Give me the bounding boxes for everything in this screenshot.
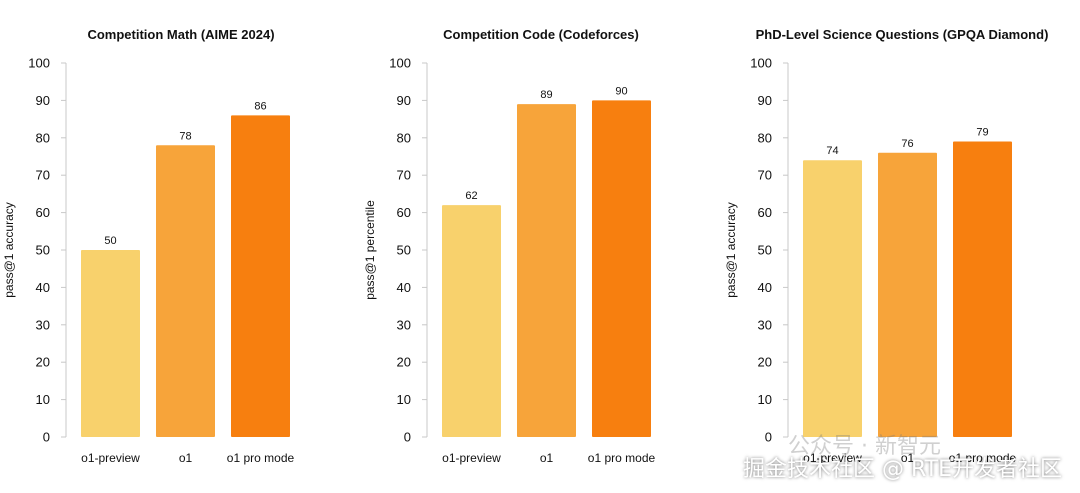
y-tick-label: 30 [36, 317, 50, 332]
y-tick-label: 80 [758, 130, 772, 145]
bar-value-label: 90 [615, 85, 627, 97]
bar-value-label: 76 [901, 138, 913, 150]
x-tick-label: o1-preview [803, 451, 862, 465]
y-tick-label: 30 [397, 317, 411, 332]
y-tick-label: 80 [36, 130, 50, 145]
bar-o1-preview [442, 205, 501, 437]
y-tick-label: 30 [758, 317, 772, 332]
bar-value-label: 86 [254, 100, 266, 112]
y-tick-label: 70 [397, 168, 411, 183]
y-tick-label: 100 [28, 56, 50, 71]
bar-value-label: 89 [540, 89, 552, 101]
bar-value-label: 79 [976, 127, 988, 139]
x-tick-label: o1 pro mode [588, 451, 656, 465]
y-tick-label: 20 [36, 355, 50, 370]
y-tick-label: 70 [36, 168, 50, 183]
y-tick-label: 10 [397, 392, 411, 407]
bar-o1 [517, 104, 576, 437]
x-tick-label: o1-preview [442, 451, 501, 465]
y-tick-label: 40 [36, 280, 50, 295]
y-tick-label: 40 [758, 280, 772, 295]
y-tick-label: 90 [397, 93, 411, 108]
y-tick-label: 0 [43, 430, 50, 445]
y-tick-label: 70 [758, 168, 772, 183]
y-tick-label: 10 [758, 392, 772, 407]
y-tick-label: 100 [750, 56, 772, 71]
x-tick-label: o1-preview [81, 451, 140, 465]
bar-value-label: 62 [465, 190, 477, 202]
y-tick-label: 90 [758, 93, 772, 108]
x-tick-label: o1 [901, 451, 915, 465]
y-tick-label: 50 [758, 243, 772, 258]
y-tick-label: 0 [404, 430, 411, 445]
watermark-faint-text: 公众号 · 新智元 [788, 434, 941, 459]
x-tick-label: o1 [540, 451, 554, 465]
y-axis-label: pass@1 accuracy [724, 202, 738, 298]
x-tick-label: o1 pro mode [949, 451, 1017, 465]
watermark-text: 掘金技术社区 @ RTE开发者社区 [742, 457, 1062, 482]
y-tick-label: 90 [36, 93, 50, 108]
x-tick-label: o1 pro mode [227, 451, 295, 465]
y-tick-label: 100 [389, 56, 411, 71]
bar-o1 [156, 145, 215, 437]
chart-title: Competition Math (AIME 2024) [87, 27, 274, 42]
chart-title: Competition Code (Codeforces) [443, 27, 639, 42]
y-tick-label: 20 [758, 355, 772, 370]
bar-o1-pro-mode [953, 141, 1012, 438]
y-tick-label: 50 [397, 243, 411, 258]
bar-o1-preview [803, 160, 862, 438]
y-tick-label: 60 [36, 205, 50, 220]
bar-o1-pro-mode [231, 115, 290, 438]
y-tick-label: 80 [397, 130, 411, 145]
y-tick-label: 60 [397, 205, 411, 220]
bar-value-label: 50 [104, 235, 116, 247]
bar-o1 [878, 152, 937, 437]
chart-title: PhD-Level Science Questions (GPQA Diamon… [756, 27, 1049, 42]
bar-o1-preview [81, 250, 140, 437]
y-tick-label: 40 [397, 280, 411, 295]
y-tick-label: 0 [765, 430, 772, 445]
y-tick-label: 20 [397, 355, 411, 370]
y-axis-label: pass@1 accuracy [2, 202, 16, 298]
y-tick-label: 50 [36, 243, 50, 258]
bar-value-label: 78 [179, 130, 191, 142]
y-axis-label: pass@1 percentile [363, 200, 377, 300]
bar-o1-pro-mode [592, 100, 651, 438]
x-tick-label: o1 [179, 451, 193, 465]
y-tick-label: 60 [758, 205, 772, 220]
y-tick-label: 10 [36, 392, 50, 407]
bar-value-label: 74 [826, 145, 838, 157]
